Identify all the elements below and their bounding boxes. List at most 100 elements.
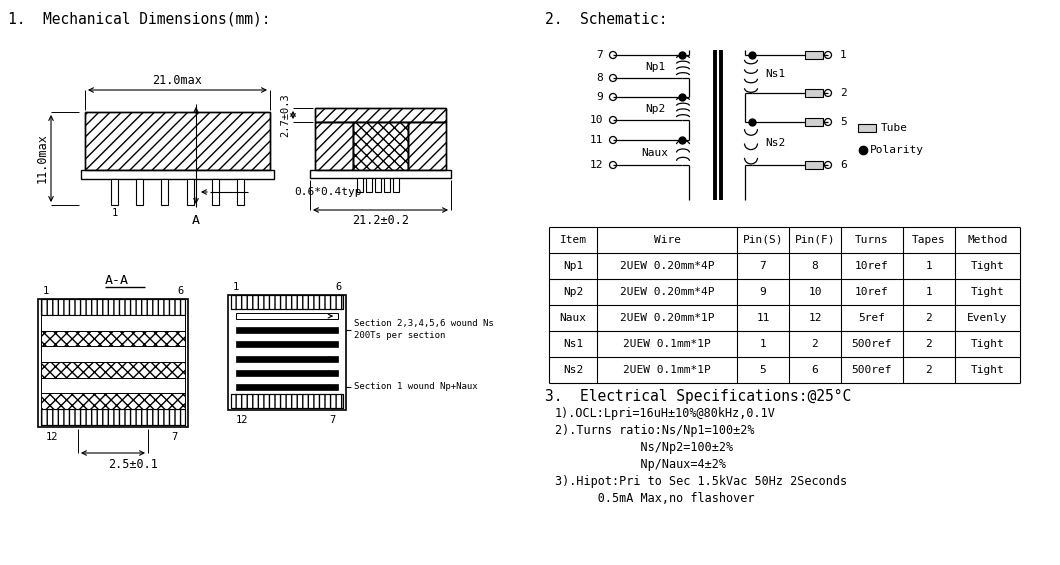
Text: Tight: Tight bbox=[971, 339, 1005, 349]
Bar bbox=[41, 362, 185, 377]
Bar bbox=[41, 393, 185, 409]
Text: 10ref: 10ref bbox=[855, 261, 889, 271]
Text: Section 1 wound Np+Naux: Section 1 wound Np+Naux bbox=[354, 383, 478, 392]
Text: 8: 8 bbox=[812, 261, 818, 271]
Text: Section 2,3,4,5,6 wound Ns: Section 2,3,4,5,6 wound Ns bbox=[354, 319, 494, 328]
Text: 12: 12 bbox=[46, 432, 58, 442]
Text: 12: 12 bbox=[589, 160, 603, 170]
Text: 500ref: 500ref bbox=[852, 339, 893, 349]
Text: 2UEW 0.1mm*1P: 2UEW 0.1mm*1P bbox=[623, 339, 711, 349]
Text: Ns1: Ns1 bbox=[563, 339, 583, 349]
Bar bbox=[805, 161, 823, 169]
Text: Ns/Np2=100±2%: Ns/Np2=100±2% bbox=[555, 441, 734, 454]
Text: 7: 7 bbox=[760, 261, 766, 271]
Text: 1: 1 bbox=[840, 50, 847, 60]
Text: 7: 7 bbox=[329, 415, 335, 425]
Text: 9: 9 bbox=[760, 287, 766, 297]
Text: Tight: Tight bbox=[971, 261, 1005, 271]
Bar bbox=[161, 179, 169, 205]
Bar bbox=[315, 122, 353, 170]
Bar bbox=[137, 179, 143, 205]
Text: Polarity: Polarity bbox=[870, 145, 924, 155]
Text: 2: 2 bbox=[840, 88, 847, 98]
Text: Method: Method bbox=[967, 235, 1008, 245]
Text: 11: 11 bbox=[756, 313, 770, 323]
Text: 11.0max: 11.0max bbox=[35, 133, 49, 184]
Bar bbox=[85, 112, 270, 170]
Bar bbox=[236, 341, 338, 347]
Text: Evenly: Evenly bbox=[967, 313, 1008, 323]
Text: 6: 6 bbox=[335, 282, 341, 292]
Bar bbox=[236, 370, 338, 376]
Text: 2: 2 bbox=[925, 313, 933, 323]
Text: 2).Turns ratio:Ns/Np1=100±2%: 2).Turns ratio:Ns/Np1=100±2% bbox=[555, 424, 755, 437]
Bar bbox=[384, 178, 390, 192]
Text: Tight: Tight bbox=[971, 365, 1005, 375]
Text: 21.2±0.2: 21.2±0.2 bbox=[352, 214, 409, 227]
Text: 12: 12 bbox=[808, 313, 822, 323]
Text: 1.  Mechanical Dimensions(mm):: 1. Mechanical Dimensions(mm): bbox=[8, 12, 270, 27]
Bar bbox=[212, 179, 218, 205]
Text: Tapes: Tapes bbox=[912, 235, 946, 245]
Bar bbox=[41, 409, 185, 425]
Text: 6: 6 bbox=[840, 160, 847, 170]
Text: 200Ts per section: 200Ts per section bbox=[354, 331, 445, 340]
Text: 2: 2 bbox=[812, 339, 818, 349]
Bar bbox=[353, 122, 408, 170]
Text: 10ref: 10ref bbox=[855, 287, 889, 297]
Bar bbox=[85, 112, 270, 170]
Bar bbox=[41, 362, 185, 377]
Text: 6: 6 bbox=[177, 286, 183, 296]
Text: Np2: Np2 bbox=[563, 287, 583, 297]
Text: 1: 1 bbox=[925, 261, 933, 271]
Bar bbox=[236, 355, 338, 362]
Text: Item: Item bbox=[560, 235, 586, 245]
Text: 1: 1 bbox=[42, 286, 49, 296]
Bar bbox=[805, 89, 823, 97]
Text: 1).OCL:Lpri=16uH±10%@80kHz,0.1V: 1).OCL:Lpri=16uH±10%@80kHz,0.1V bbox=[555, 407, 776, 420]
Bar bbox=[41, 331, 185, 346]
Text: 1: 1 bbox=[760, 339, 766, 349]
Bar bbox=[231, 394, 343, 408]
Bar bbox=[38, 299, 188, 427]
Text: 1: 1 bbox=[111, 208, 118, 218]
Bar bbox=[41, 299, 185, 315]
Bar bbox=[366, 178, 372, 192]
Bar bbox=[353, 122, 408, 170]
Text: Np1: Np1 bbox=[644, 62, 666, 72]
Text: 12: 12 bbox=[235, 415, 248, 425]
Text: 500ref: 500ref bbox=[852, 365, 893, 375]
Bar bbox=[236, 179, 244, 205]
Bar bbox=[805, 51, 823, 59]
Text: 8: 8 bbox=[596, 73, 603, 83]
Text: Naux: Naux bbox=[560, 313, 586, 323]
Text: 7: 7 bbox=[596, 50, 603, 60]
Text: 3).Hipot:Pri to Sec 1.5kVac 50Hz 2Seconds: 3).Hipot:Pri to Sec 1.5kVac 50Hz 2Second… bbox=[555, 475, 847, 488]
Bar bbox=[310, 170, 450, 178]
Bar bbox=[81, 170, 273, 179]
Bar bbox=[408, 122, 446, 170]
Bar bbox=[228, 295, 346, 410]
Text: 10: 10 bbox=[589, 115, 603, 125]
Bar bbox=[231, 295, 343, 309]
Text: 0.6*0.4typ: 0.6*0.4typ bbox=[294, 187, 361, 197]
Bar bbox=[236, 384, 338, 390]
Bar bbox=[315, 108, 446, 122]
Text: Ns2: Ns2 bbox=[765, 138, 785, 149]
Text: 5: 5 bbox=[840, 117, 847, 127]
Bar bbox=[41, 393, 185, 409]
Text: Np2: Np2 bbox=[644, 103, 666, 114]
Bar bbox=[393, 178, 399, 192]
Text: 11: 11 bbox=[589, 135, 603, 145]
Text: Np/Naux=4±2%: Np/Naux=4±2% bbox=[555, 458, 726, 471]
Bar bbox=[408, 122, 446, 170]
Bar bbox=[805, 118, 823, 126]
Bar bbox=[41, 331, 185, 346]
Bar bbox=[41, 315, 185, 331]
Text: 2.5±0.1: 2.5±0.1 bbox=[108, 458, 158, 471]
Text: Ns1: Ns1 bbox=[765, 69, 785, 79]
Text: 6: 6 bbox=[812, 365, 818, 375]
Bar bbox=[315, 122, 353, 170]
Text: A: A bbox=[192, 215, 200, 228]
Text: Pin(S): Pin(S) bbox=[743, 235, 783, 245]
